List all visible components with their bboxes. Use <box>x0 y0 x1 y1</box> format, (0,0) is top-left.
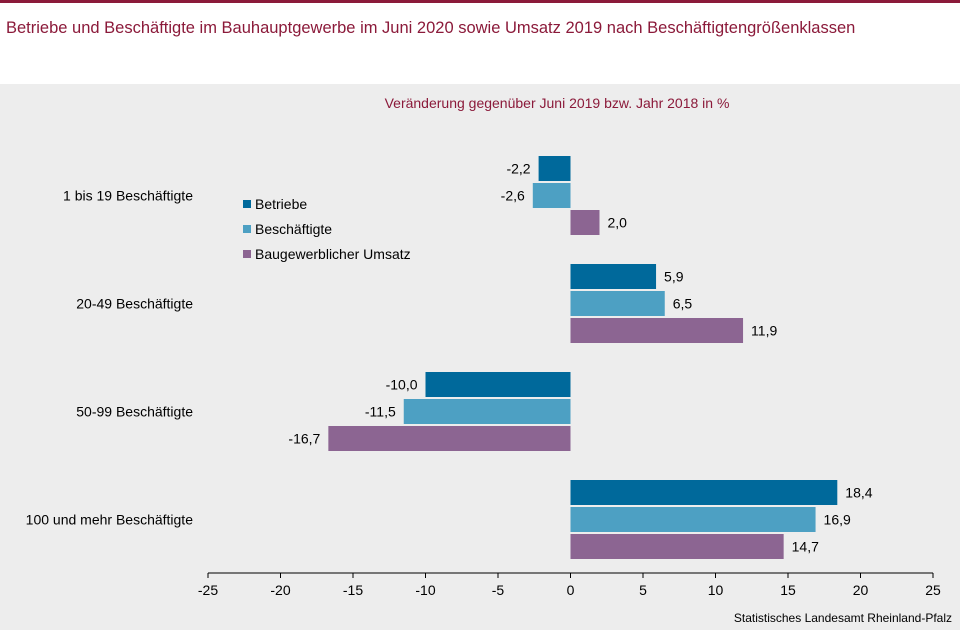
data-label: -2,2 <box>506 161 530 177</box>
x-tick-label: 25 <box>925 582 941 598</box>
bar <box>570 210 600 235</box>
bar <box>570 291 665 316</box>
bar <box>570 264 657 289</box>
source-note: Statistisches Landesamt Rheinland-Pfalz <box>734 611 952 625</box>
bars-group <box>328 156 838 559</box>
category-label: 100 und mehr Beschäftigte <box>26 512 194 528</box>
chart-subtitle: Veränderung gegenüber Juni 2019 bzw. Jah… <box>385 95 730 111</box>
data-label: 11,9 <box>751 323 777 339</box>
bar <box>328 426 571 451</box>
bar <box>538 156 571 181</box>
x-tick-label: 10 <box>708 582 724 598</box>
bar <box>570 507 816 532</box>
data-label: -10,0 <box>386 377 418 393</box>
labels-group: 1 bis 19 Beschäftigte -2,2 -2,6 2,0 20-49 Be… <box>26 161 873 555</box>
x-tick-label: -5 <box>492 582 505 598</box>
legend-label: Baugewerblicher Umsatz <box>255 246 411 262</box>
bar <box>570 534 784 559</box>
chart-title: Betriebe und Beschäftigte im Bauhauptgew… <box>6 19 856 37</box>
plot-background <box>0 84 960 630</box>
bar <box>425 372 571 397</box>
legend-swatch <box>243 200 251 208</box>
data-label: -2,6 <box>501 188 525 204</box>
legend-label: Beschäftigte <box>255 221 332 237</box>
x-tick-label: 20 <box>853 582 869 598</box>
x-tick-label: 5 <box>639 582 647 598</box>
category-label: 20-49 Beschäftigte <box>76 296 193 312</box>
x-tick-label: -15 <box>343 582 363 598</box>
bar <box>403 399 571 424</box>
legend: Betriebe Beschäftigte Baugewerblicher Umsa… <box>243 196 411 262</box>
legend-label: Betriebe <box>255 196 307 212</box>
x-tick-label: -20 <box>270 582 290 598</box>
data-label: 16,9 <box>824 512 851 528</box>
bar <box>570 480 838 505</box>
x-tick-label: 0 <box>567 582 575 598</box>
top-rule <box>0 0 960 3</box>
data-label: 2,0 <box>608 215 628 231</box>
data-label: -11,5 <box>365 404 396 420</box>
x-tick-label: 15 <box>780 582 796 598</box>
data-label: 18,4 <box>845 485 872 501</box>
legend-swatch <box>243 250 251 258</box>
x-tick-label: -25 <box>198 582 218 598</box>
data-label: 6,5 <box>673 296 693 312</box>
data-label: 5,9 <box>664 269 684 285</box>
bar <box>570 318 744 343</box>
category-label: 1 bis 19 Beschäftigte <box>63 188 193 204</box>
x-axis: -25 -20 -15 -10 -5 0 5 10 15 20 25 <box>198 572 941 598</box>
category-label: 50-99 Beschäftigte <box>76 404 193 420</box>
data-label: -16,7 <box>288 431 320 447</box>
data-label: 14,7 <box>792 539 819 555</box>
legend-swatch <box>243 225 251 233</box>
x-tick-label: -10 <box>415 582 435 598</box>
bar <box>532 183 571 208</box>
